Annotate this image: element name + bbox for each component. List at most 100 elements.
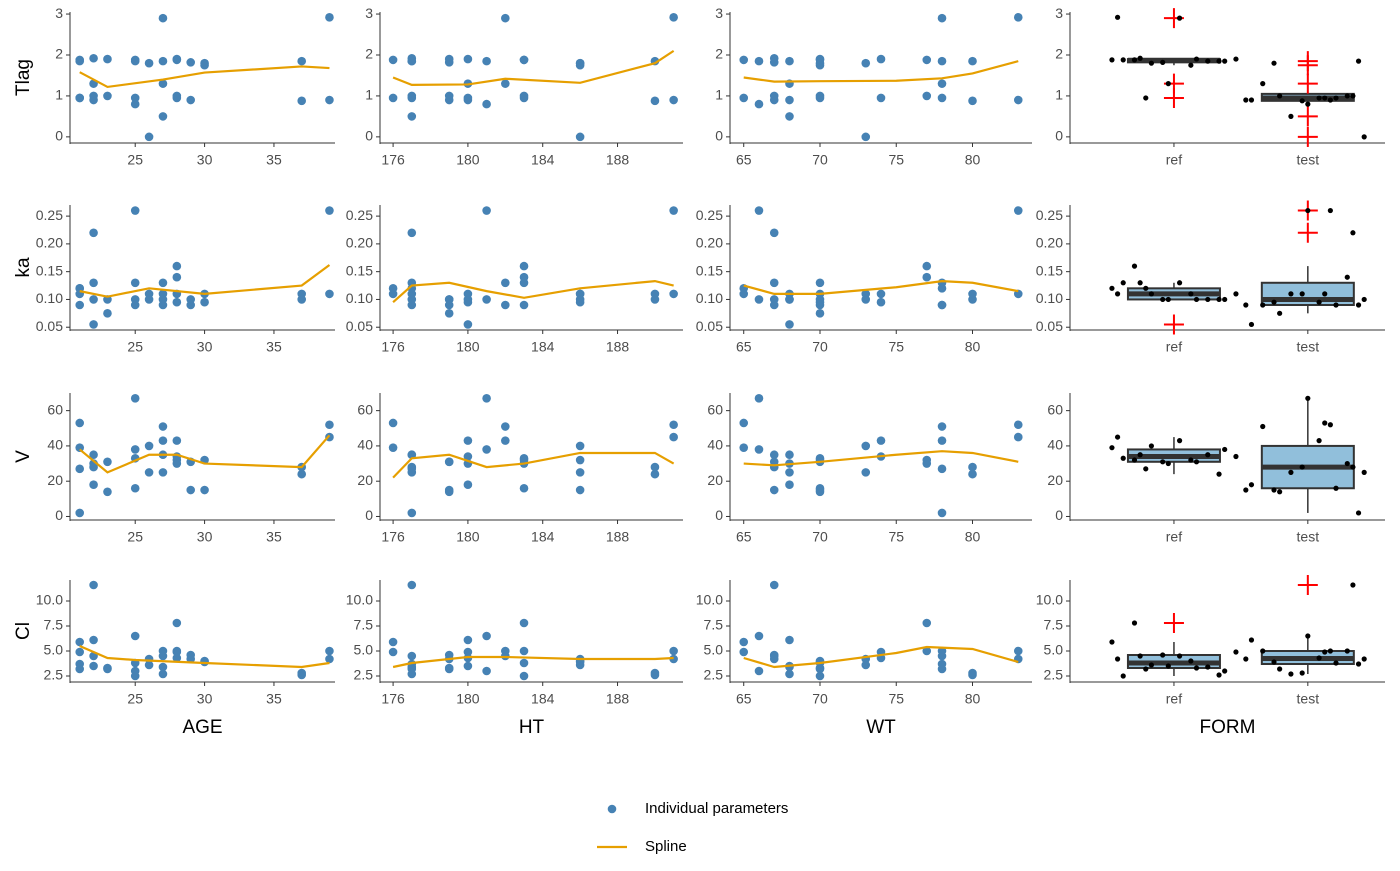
point: [669, 13, 678, 22]
jitter-point: [1165, 460, 1171, 467]
y-tick-label: 5.0: [354, 642, 374, 658]
x-tick-label: 75: [888, 152, 904, 168]
point: [444, 664, 454, 674]
jitter-point: [1344, 274, 1350, 280]
y-tick-label: 40: [707, 437, 723, 453]
x-tick-label: 184: [531, 529, 555, 545]
point: [769, 450, 779, 460]
point: [575, 289, 585, 299]
point: [444, 58, 454, 67]
y-tick-label: 0: [365, 128, 373, 144]
point: [144, 132, 154, 142]
y-tick-label: 5.0: [44, 642, 64, 658]
jitter-point: [1148, 662, 1155, 668]
outlier: [1297, 51, 1318, 72]
point: [769, 58, 779, 67]
point: [575, 297, 585, 307]
jitter-point: [1322, 95, 1328, 101]
x-tick-label: 180: [456, 152, 480, 168]
point: [444, 95, 454, 105]
jitter-point: [1216, 471, 1222, 477]
x-tick-label: test: [1297, 691, 1320, 707]
point: [89, 450, 98, 460]
jitter-point: [1277, 93, 1283, 99]
y-tick-label: 0: [55, 507, 63, 523]
y-tick-label: 10.0: [696, 592, 723, 608]
y-axis-label: Cl: [13, 622, 34, 640]
point: [669, 646, 678, 656]
point: [463, 54, 473, 64]
jitter-point: [1137, 452, 1143, 458]
point: [89, 95, 98, 105]
y-tick-label: 5.0: [1044, 642, 1064, 658]
jitter-point: [1188, 658, 1194, 664]
point: [144, 295, 154, 304]
point: [1013, 432, 1023, 442]
x-tick-label: 70: [812, 691, 828, 707]
spline: [743, 280, 1019, 295]
y-tick-label: 2.5: [354, 667, 374, 683]
x-tick-label: ref: [1166, 339, 1182, 355]
x-tick-label: 65: [736, 152, 752, 168]
point: [444, 300, 454, 310]
jitter-point: [1216, 672, 1222, 678]
point: [922, 618, 932, 628]
spline: [79, 434, 331, 474]
point: [158, 468, 168, 477]
point: [739, 55, 749, 65]
point: [130, 300, 140, 310]
y-tick-label: 60: [357, 401, 373, 417]
jitter-point: [1143, 466, 1149, 472]
point: [158, 646, 168, 656]
point: [501, 646, 510, 656]
point: [130, 393, 140, 403]
point: [739, 418, 749, 428]
jitter-point: [1316, 655, 1322, 661]
legend-label: Individual parameters: [645, 800, 788, 817]
jitter-point: [1333, 485, 1339, 491]
x-axis-label: HT: [519, 717, 545, 738]
jitter-point: [1322, 291, 1328, 297]
jitter-point: [1350, 230, 1356, 236]
jitter-point: [1344, 460, 1350, 467]
y-tick-label: 2.5: [1044, 667, 1064, 683]
jitter-point: [1131, 620, 1138, 626]
point: [815, 671, 825, 681]
point: [501, 422, 510, 431]
y-tick-label: 60: [47, 401, 63, 417]
point: [482, 631, 491, 641]
point: [388, 637, 398, 647]
y-axis-label: Tlag: [13, 59, 34, 96]
point: [769, 457, 779, 467]
point: [172, 297, 182, 307]
y-tick-label: 5.0: [704, 642, 724, 658]
point: [922, 272, 932, 282]
point: [325, 95, 334, 105]
x-tick-label: 176: [381, 691, 405, 707]
jitter-point: [1137, 653, 1143, 659]
jitter-point: [1288, 469, 1294, 475]
point: [89, 53, 98, 63]
point: [325, 206, 334, 215]
jitter-point: [1288, 671, 1294, 677]
point: [669, 420, 678, 430]
point: [89, 295, 98, 304]
jitter-point: [1137, 55, 1143, 61]
y-tick-label: 3: [1055, 5, 1063, 21]
jitter-point: [1205, 296, 1211, 303]
point: [815, 297, 825, 307]
jitter-point: [1248, 637, 1255, 643]
y-tick-label: 2: [1055, 46, 1063, 62]
y-tick-label: 40: [357, 437, 373, 453]
jitter-point: [1327, 97, 1333, 103]
x-tick-label: 70: [812, 339, 828, 355]
point: [769, 95, 779, 105]
spline: [392, 49, 675, 86]
point: [739, 289, 749, 299]
point: [200, 58, 209, 68]
point: [650, 668, 660, 678]
jitter-point: [1305, 395, 1311, 401]
jitter-point: [1271, 299, 1277, 305]
jitter-point: [1299, 98, 1305, 104]
point: [769, 228, 779, 238]
